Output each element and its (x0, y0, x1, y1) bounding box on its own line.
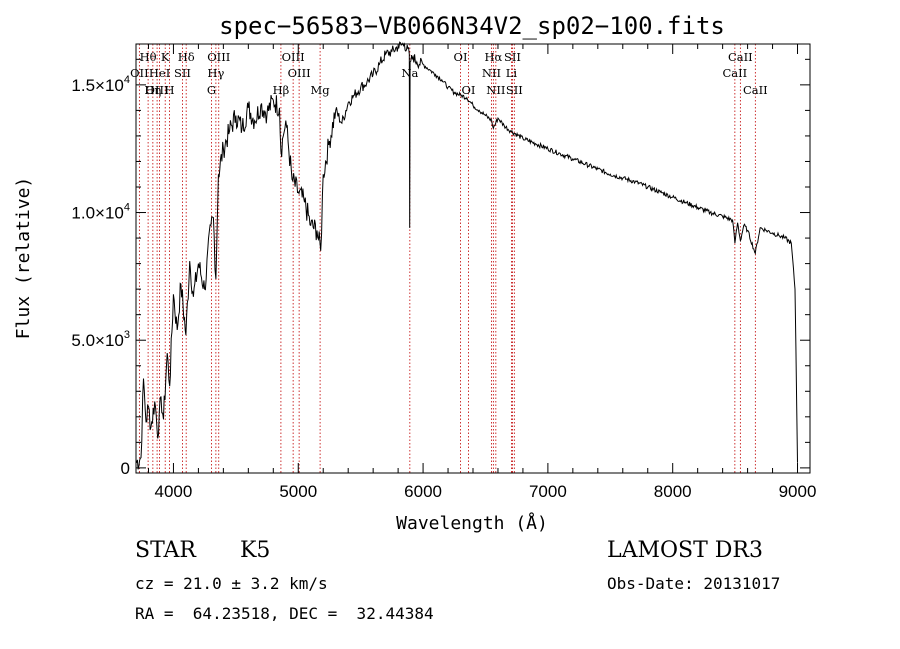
x-tick-label-4: 8000 (654, 482, 692, 501)
line-label-8: Hδ (178, 50, 195, 64)
observation-date: Obs-Date: 20131017 (607, 574, 781, 593)
line-label-25: CaII (728, 50, 753, 64)
line-label-20: NII (482, 66, 501, 80)
line-label-5: K (161, 50, 170, 64)
line-label-21: NII (486, 83, 505, 97)
line-label-18: OI (462, 83, 476, 97)
line-label-9: OIII (207, 50, 230, 64)
line-label-12: Hβ (273, 83, 290, 97)
line-label-17: OI (454, 50, 468, 64)
x-tick-label-3: 7000 (529, 482, 567, 501)
line-label-14: OIII (288, 66, 311, 80)
y-tick-label-1: 5.0×103 (71, 329, 130, 350)
chart-title: spec−56583−VB066N34V2_sp02−100.fits (219, 12, 725, 40)
y-tick-label-0: 0 (121, 459, 130, 478)
redshift-velocity: cz = 21.0 ± 3.2 km/s (135, 574, 328, 593)
line-label-2: OIII (146, 83, 169, 97)
line-label-4: Hη (144, 83, 161, 97)
line-label-24: SII (506, 83, 523, 97)
line-label-1: OII (130, 66, 149, 80)
y-axis-label: Flux (relative) (13, 177, 34, 340)
y-tick-label-3: 1.5×104 (71, 74, 130, 95)
line-label-15: Mg (311, 83, 331, 97)
x-tick-label-0: 4000 (155, 482, 193, 501)
x-axis-ticks: 4000 5000 6000 7000 8000 9000 (147, 44, 817, 501)
line-label-27: CaII (743, 83, 768, 97)
line-label-22: SII (504, 50, 521, 64)
plot-frame (135, 43, 811, 474)
x-tick-label-2: 6000 (404, 482, 442, 501)
line-label-11: G (207, 83, 216, 97)
x-tick-label-5: 9000 (779, 482, 817, 501)
y-axis-ticks: 0 5.0×103 1.0×104 1.5×104 (71, 58, 810, 478)
line-label-19: Hα (484, 50, 502, 64)
line-label-7: H (165, 83, 175, 97)
line-label-0: Hθ (140, 50, 157, 64)
object-class: STAR (135, 538, 196, 563)
object-subclass: K5 (240, 538, 271, 563)
line-label-23: Li (506, 66, 518, 80)
line-label-26: CaII (722, 66, 747, 80)
line-label-6: SII (174, 66, 191, 80)
survey-name: LAMOST DR3 (607, 538, 763, 563)
coordinates: RA = 64.23518, DEC = 32.44384 (135, 604, 434, 623)
line-label-3: HeI (149, 66, 170, 80)
line-label-13: OIII (282, 50, 305, 64)
line-label-10: Hγ (207, 66, 224, 80)
x-tick-label-1: 5000 (279, 482, 317, 501)
y-tick-label-2: 1.0×104 (71, 202, 130, 223)
x-axis-label: Wavelength (Å) (396, 512, 548, 534)
spectrum-line (135, 41, 798, 470)
spectral-line-markers (138, 44, 756, 473)
